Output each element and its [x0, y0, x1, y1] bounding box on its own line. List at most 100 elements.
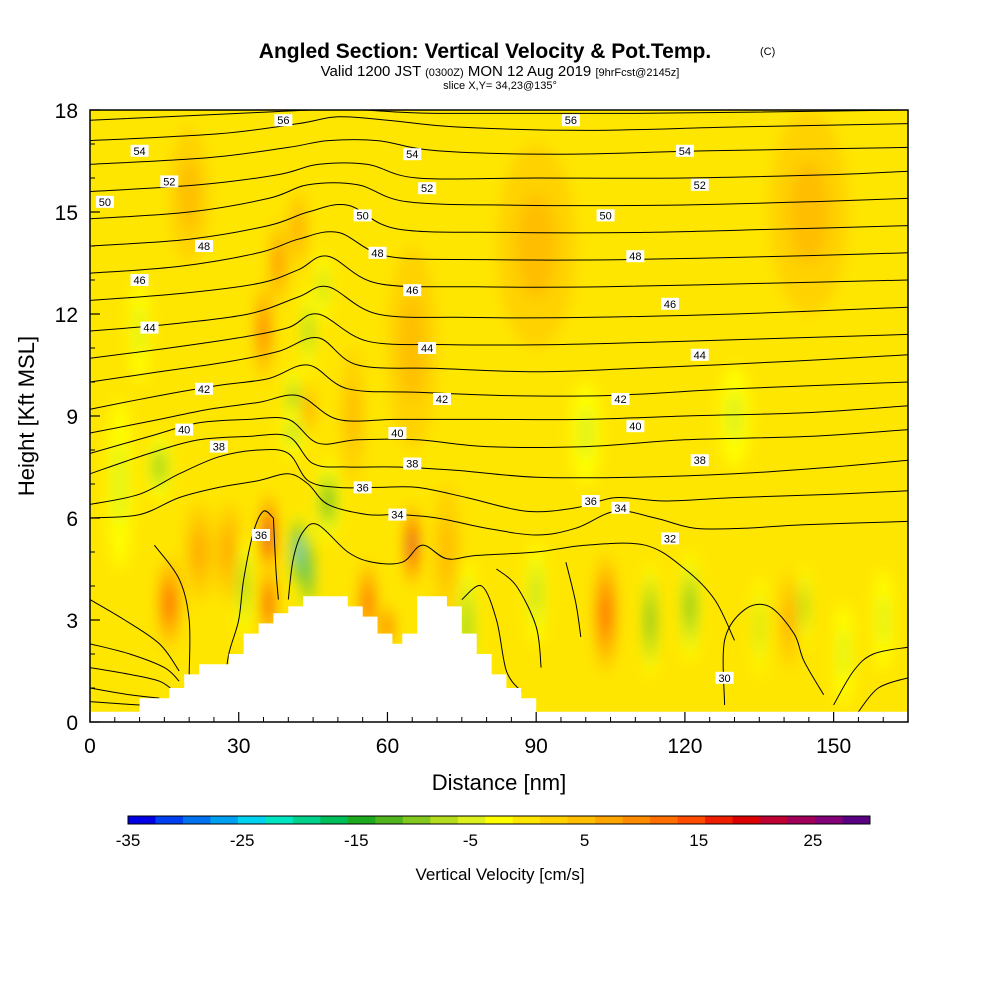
- contour-label-bg: [561, 114, 580, 127]
- velocity-cell: [107, 399, 133, 569]
- colorbar-swatch: [595, 816, 624, 824]
- velocity-level: [275, 251, 281, 275]
- x-tick-label: 0: [84, 735, 96, 758]
- contour-label-text: 44: [143, 323, 155, 335]
- contour-label-bg: [195, 382, 214, 395]
- contour-label-text: 46: [406, 285, 418, 297]
- contour-label-bg: [690, 178, 709, 191]
- contour-label-bg: [418, 182, 437, 195]
- theta-contour: [90, 255, 908, 301]
- velocity-level: [241, 573, 246, 599]
- contour-label: 40: [626, 420, 645, 433]
- contour-label-bg: [626, 250, 645, 263]
- velocity-level: [320, 275, 326, 299]
- contour-label-bg: [675, 144, 694, 157]
- velocity-level: [325, 492, 331, 510]
- velocity-cell: [570, 382, 601, 484]
- colorbar: -35 -25 -15 -5 5 15 25: [116, 815, 871, 850]
- theta-contour: [833, 646, 908, 706]
- theta-contour: [722, 603, 825, 706]
- velocity-cell: [753, 575, 766, 678]
- velocity-cell: [280, 409, 306, 457]
- y-axis: 0 3 6 9 12 15 18: [55, 100, 100, 735]
- contour-label-text: 54: [406, 149, 418, 161]
- velocity-level: [801, 596, 806, 617]
- theta-contour: [90, 599, 180, 672]
- y-tick-label: 0: [66, 712, 78, 735]
- velocity-level: [289, 425, 298, 441]
- contour-label-text: 54: [679, 146, 691, 158]
- contour-label: 36: [252, 529, 271, 542]
- colorbar-swatch: [265, 816, 294, 824]
- colorbar-swatch: [540, 816, 569, 824]
- theta-contour: [90, 473, 908, 536]
- velocity-level: [294, 215, 302, 243]
- contour-label: 44: [418, 342, 437, 355]
- colorbar-swatch: [485, 816, 514, 824]
- y-tick-label: 15: [55, 202, 78, 225]
- contour-label-text: 50: [357, 210, 369, 222]
- x-tick-label: 150: [816, 735, 851, 758]
- theta-contours: [90, 110, 908, 713]
- contour-label-text: 32: [664, 533, 676, 545]
- colorbar-tick-label: -15: [344, 831, 369, 850]
- contour-label: 42: [611, 393, 630, 406]
- contour-label-text: 36: [255, 530, 267, 542]
- contour-label-text: 52: [163, 176, 175, 188]
- colorbar-swatch: [457, 816, 486, 824]
- velocity-cell: [833, 603, 854, 705]
- velocity-level: [179, 161, 200, 229]
- contour-label-bg: [403, 148, 422, 161]
- contour-label-bg: [418, 342, 437, 354]
- velocity-level: [785, 603, 793, 637]
- contour-label-text: 42: [436, 394, 448, 406]
- subtitle-utc: (0300Z): [425, 67, 464, 79]
- colorbar-tick-label: -35: [116, 831, 141, 850]
- subtitle-date: MON 12 Aug 2019: [468, 63, 591, 80]
- theta-contour: [90, 667, 175, 692]
- contour-label: 46: [130, 274, 149, 287]
- x-axis: 0 30 60 90 120 150: [84, 712, 884, 758]
- contour-label-bg: [160, 175, 179, 188]
- colorbar-swatch: [237, 816, 266, 824]
- contour-label-bg: [715, 671, 734, 684]
- contour-label-text: 50: [599, 210, 611, 222]
- contour-label-text: 38: [213, 442, 225, 454]
- contour-label-text: 46: [664, 299, 676, 311]
- contour-label-text: 48: [629, 251, 641, 263]
- contour-label-bg: [690, 454, 709, 467]
- contour-label-text: 46: [133, 275, 145, 287]
- contour-label: 48: [368, 246, 387, 260]
- contour-label-text: 56: [277, 115, 289, 127]
- velocity-cell: [496, 144, 576, 348]
- theta-contour: [90, 231, 908, 274]
- colorbar-swatch: [512, 816, 541, 824]
- theta-contour: [90, 416, 908, 454]
- contour-label-bg: [596, 209, 615, 222]
- contour-label-text: 42: [198, 384, 210, 396]
- colorbar-swatch: [155, 816, 184, 824]
- contour-label-text: 36: [585, 496, 597, 508]
- contour-label-bg: [252, 529, 271, 541]
- contour-label-text: 44: [694, 350, 706, 362]
- contour-label: 32: [661, 532, 680, 545]
- theta-contour: [461, 585, 522, 692]
- contour-label: 54: [403, 148, 422, 161]
- y-tick-label: 9: [66, 406, 78, 429]
- contour-label: 38: [403, 457, 422, 471]
- contour-label-bg: [626, 420, 645, 433]
- velocity-level: [399, 297, 425, 399]
- contour-label-text: 40: [629, 421, 641, 433]
- colorbar-tick-label: 15: [689, 831, 708, 850]
- contour-label: 54: [130, 144, 149, 158]
- contour-label-text: 54: [133, 146, 145, 158]
- contour-label: 56: [274, 114, 293, 127]
- velocity-cell: [679, 552, 700, 661]
- colorbar-swatch: [320, 816, 349, 824]
- theta-contour: [90, 687, 160, 699]
- velocity-cell: [797, 565, 810, 648]
- colorbar-swatch: [677, 816, 706, 824]
- velocity-cell: [301, 382, 315, 437]
- contour-label: 54: [675, 144, 694, 158]
